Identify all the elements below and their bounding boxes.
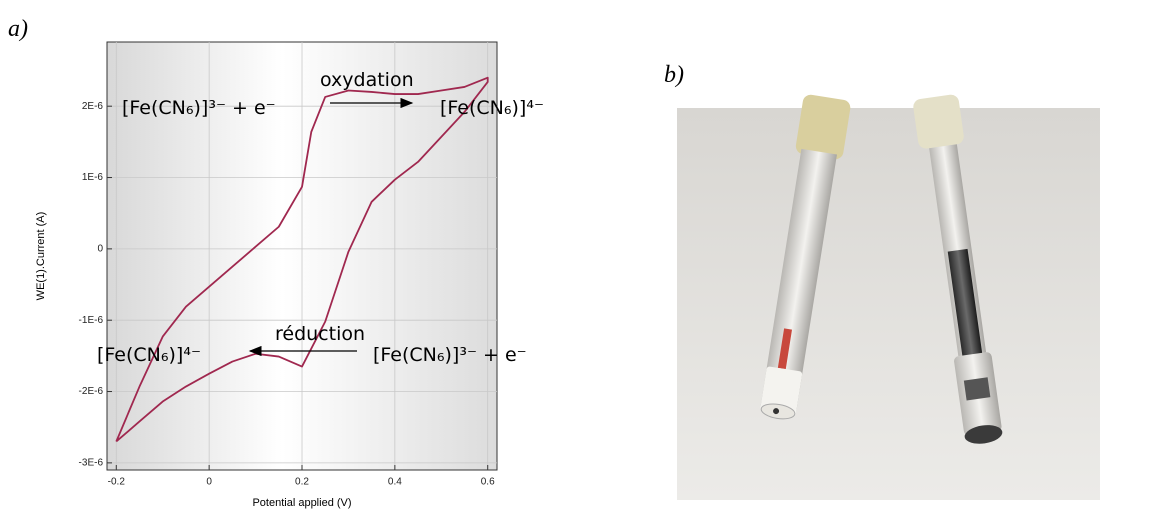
x-tick-label: 0.4	[388, 477, 402, 488]
y-tick-label: 0	[97, 244, 103, 255]
y-tick-label: -2E-6	[79, 386, 104, 397]
y-axis-label: WE(1).Current (A)	[35, 212, 47, 301]
annotation: oxydation	[320, 69, 414, 91]
x-tick-label: 0	[206, 477, 212, 488]
y-tick-label: 2E-6	[82, 101, 104, 112]
panel-label: a)	[8, 16, 28, 42]
x-tick-label: 0.6	[481, 477, 495, 488]
data-line	[115, 76, 489, 443]
annotation: [Fe(CN₆)]³⁻ + e⁻	[373, 344, 527, 366]
annotation: réduction	[275, 323, 365, 345]
photo	[677, 94, 1100, 500]
y-tick-label: -1E-6	[79, 315, 104, 326]
x-tick-label: 0.2	[295, 477, 309, 488]
panel-label: b)	[664, 62, 684, 88]
x-axis-label: Potential applied (V)	[252, 497, 351, 509]
x-tick-label: -0.2	[108, 477, 126, 488]
annotation: [Fe(CN₆)]⁴⁻	[440, 97, 544, 119]
annotation: [Fe(CN₆)]⁴⁻	[97, 344, 201, 366]
annotation: [Fe(CN₆)]³⁻ + e⁻	[122, 97, 276, 119]
y-tick-label: -3E-6	[79, 458, 104, 469]
y-tick-label: 1E-6	[82, 172, 104, 183]
